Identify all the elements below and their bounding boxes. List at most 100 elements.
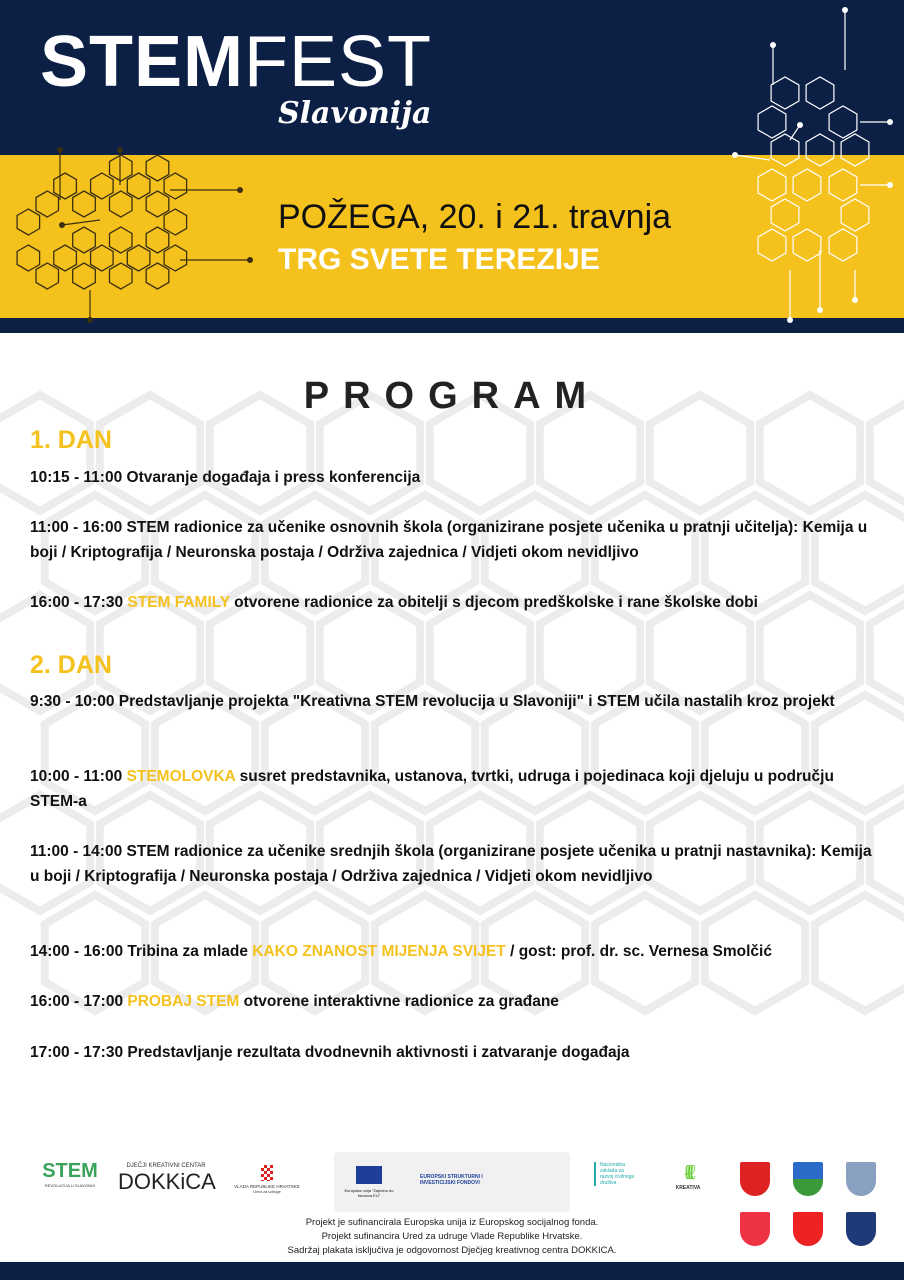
highlight-text: PROBAJ STEM [127, 993, 240, 1010]
hexagon-icon [792, 228, 822, 262]
program-item: 16:00 - 17:30 STEM FAMILY otvorene radio… [30, 590, 880, 615]
logo-fest: FEST [244, 22, 433, 102]
hexagon-icon [828, 168, 858, 202]
hexagon-icon [0, 790, 95, 916]
hexagon-icon [645, 590, 755, 716]
hexagon-icon [72, 226, 96, 254]
hexagon-icon [840, 198, 870, 232]
program-item: 10:00 - 11:00 STEMOLOVKA susret predstav… [30, 764, 880, 814]
hexagon-icon [108, 226, 133, 254]
hexagon-icon [260, 890, 370, 1016]
footer-bar [0, 1262, 904, 1280]
eu-funds-banner: Europska unija "Zajedno do fondova EU" E… [334, 1152, 570, 1212]
crest-icon [793, 1162, 823, 1196]
hexagon-icon [370, 490, 480, 616]
hexagon-icon [535, 790, 645, 916]
hexagon-icon [35, 190, 60, 218]
hexagon-icon [145, 190, 170, 218]
hexagon-icon [700, 690, 810, 816]
hexagon-icon [865, 599, 904, 707]
hexagon-icon [590, 890, 700, 1016]
crest-icon [740, 1162, 770, 1196]
hexagon-icon [150, 890, 260, 1016]
hexagon-icon [425, 390, 535, 516]
hexagon-icon [425, 590, 535, 716]
hexagon-icon [590, 690, 700, 816]
hexagon-icon [40, 890, 150, 1016]
esif-text: EUROPSKI STRUKTURNI I INVESTICIJSKI FOND… [420, 1174, 483, 1186]
hexagon-icon [108, 190, 133, 218]
hexagon-icon [865, 799, 904, 907]
logo-subtitle: Slavonija [278, 96, 432, 131]
vlada-logo: VLADA REPUBLIKE HRVATSKE Ured za udruge [232, 1165, 302, 1194]
hexagon-icon [757, 105, 787, 139]
item-text: 10:00 - 11:00 [30, 768, 127, 785]
hexagon-icon [700, 890, 810, 1016]
hexagon-icon [163, 208, 188, 236]
item-text: otvorene interaktivne radionice za građa… [239, 993, 559, 1010]
funding-line: Sadržaj plakata isključiva je odgovornos… [287, 1245, 617, 1256]
hexagon-icon [425, 790, 535, 916]
hexagon-icon [865, 399, 904, 507]
hexagon-icon [205, 390, 315, 516]
item-text: 14:00 - 16:00 Tribina za mlade [30, 943, 253, 960]
hexagon-icon [755, 390, 865, 516]
hexagon-icon [205, 590, 315, 716]
hexagon-icon [205, 790, 315, 916]
hexagon-icon [757, 228, 787, 262]
hexagon-icon [89, 172, 114, 200]
highlight-text: KAKO ZNANOST MIJENJA SVIJET [252, 943, 506, 960]
crest-icon [740, 1212, 770, 1246]
hexagon-icon [770, 76, 800, 110]
hexagon-icon [145, 262, 170, 290]
day2-heading: 2. DAN [30, 651, 112, 679]
item-text: otvorene radionice za obitelji s djecom … [229, 594, 758, 611]
program-item: 11:00 - 16:00 STEM radionice za učenike … [30, 519, 868, 561]
hexagon-icon [315, 390, 425, 516]
hexagon-icon [645, 390, 755, 516]
hexagon-icon [700, 490, 810, 616]
program-item: 10:15 - 11:00 Otvaranje događaja i press… [30, 469, 421, 486]
hexagon-icon [53, 244, 78, 272]
item-text: / gost: prof. dr. sc. Vernesa Smolčić [505, 943, 772, 960]
header-top [0, 0, 904, 155]
hexagon-icon [89, 244, 114, 272]
hexagon-icon [0, 390, 95, 516]
hexagon-icon [590, 490, 700, 616]
day1-heading: 1. DAN [30, 426, 112, 454]
hexagon-icon [0, 590, 95, 716]
hexagon-icon [260, 490, 370, 616]
hexagon-icon [480, 690, 590, 816]
header-band [0, 155, 904, 318]
hexagon-icon [108, 262, 133, 290]
hexagon-icon [480, 890, 590, 1016]
item-text: susret predstavnika, ustanova, tvrtki, u… [30, 768, 834, 810]
hexagon-icon [757, 168, 787, 202]
hexagon-icon [810, 890, 904, 1016]
hexagon-icon [370, 690, 480, 816]
hexagon-icon [95, 590, 205, 716]
stemfest-logo: STEMFEST [40, 26, 432, 98]
item-text: 16:00 - 17:00 [30, 993, 128, 1010]
hexagon-icon [126, 172, 151, 200]
hexagon-icon [315, 790, 425, 916]
hexagon-icon [40, 490, 150, 616]
funding-notice: Projekt je sufinancirala Europska unija … [0, 1216, 904, 1258]
hexagon-icon [72, 190, 96, 218]
hexagon-icon [108, 154, 133, 182]
hexagon-decoration-icon [16, 7, 893, 323]
hexagon-icon [145, 154, 170, 182]
hexagon-icon [163, 172, 188, 200]
eu-text: Europska unija "Zajedno do fondova EU" [344, 1188, 394, 1198]
hexagon-icon [370, 890, 480, 1016]
hexagon-icon [805, 76, 835, 110]
hexagon-icon [145, 226, 170, 254]
crest-icon [846, 1162, 876, 1196]
hexagon-icon [163, 244, 188, 272]
hexagon-icon [150, 490, 260, 616]
eu-flag-icon [356, 1166, 382, 1184]
dokkica-logo: DJEČJI KREATIVNI CENTAR DOKKiCA [118, 1163, 216, 1194]
hexagon-icon [755, 790, 865, 916]
hexagon-icon [35, 262, 60, 290]
hexagon-icon [260, 690, 370, 816]
